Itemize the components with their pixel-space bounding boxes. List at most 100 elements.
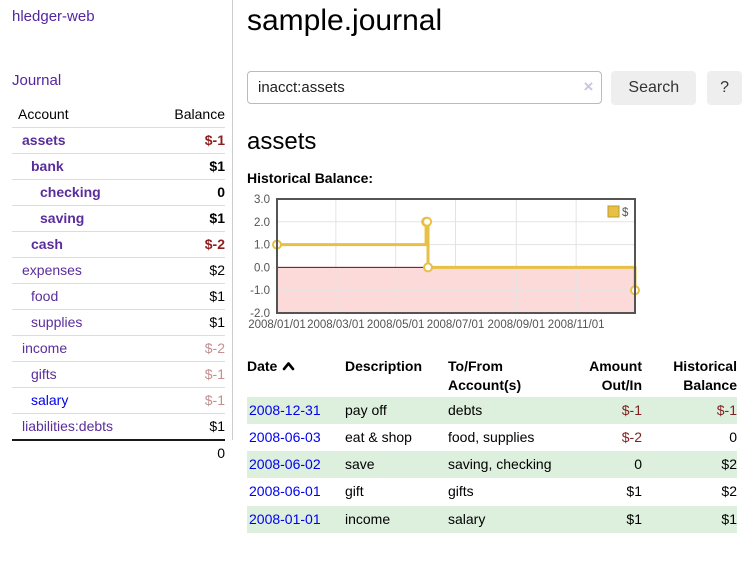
accounts-total-spacer: [12, 440, 149, 466]
sort-ascending-icon: [283, 362, 295, 371]
transaction-description: gift: [345, 483, 364, 500]
account-balance: $-1: [204, 392, 225, 408]
svg-text:2008/05/01: 2008/05/01: [367, 319, 425, 331]
account-link-cash[interactable]: cash: [31, 236, 63, 252]
chart-label: Historical Balance:: [247, 170, 374, 186]
help-button[interactable]: ?: [707, 71, 742, 105]
accounts-total-balance: 0: [217, 445, 225, 461]
register-header-amount: Amount Out/In: [589, 358, 642, 393]
svg-text:2.0: 2.0: [254, 217, 270, 229]
register-header-description: Description: [345, 358, 423, 374]
svg-text:2008/01/01: 2008/01/01: [248, 319, 306, 331]
register-table: Date Description To/From Account(s) Amou…: [247, 355, 737, 533]
account-row: food $1: [12, 283, 225, 310]
nav-journal-link[interactable]: Journal: [12, 72, 62, 89]
transaction-date-link[interactable]: 2008-06-03: [249, 428, 321, 445]
account-link-expenses[interactable]: expenses: [22, 262, 82, 278]
accounts-header-balance: Balance: [174, 106, 225, 122]
search-input[interactable]: [247, 71, 603, 104]
transaction-row: 2008-01-01 income salary $1 $1: [247, 505, 737, 533]
svg-text:1.0: 1.0: [254, 240, 270, 252]
transaction-amount: $1: [626, 510, 642, 527]
transaction-description: pay off: [345, 401, 387, 418]
transaction-row: 2008-06-01 gift gifts $1 $2: [247, 478, 737, 505]
app-brand-link[interactable]: hledger-web: [12, 8, 95, 25]
account-link-checking[interactable]: checking: [40, 184, 101, 200]
transaction-amount: $-1: [621, 401, 642, 418]
transaction-date-link[interactable]: 2008-01-01: [249, 510, 321, 527]
account-row: assets $-1: [12, 127, 225, 154]
account-link-salary[interactable]: salary: [31, 392, 69, 408]
account-balance: 0: [217, 184, 225, 200]
account-link-liabilities-debts[interactable]: liabilities:debts: [22, 418, 114, 434]
account-row: supplies $1: [12, 309, 225, 336]
search-box: ×: [247, 71, 603, 104]
register-header-date[interactable]: Date: [247, 355, 345, 397]
account-balance: $2: [209, 262, 225, 278]
transaction-balance: 0: [729, 428, 737, 445]
svg-text:-2.0: -2.0: [250, 308, 270, 320]
account-balance: $1: [209, 288, 225, 304]
transaction-balance: $2: [721, 483, 737, 500]
svg-text:2008/03/01: 2008/03/01: [307, 319, 365, 331]
svg-text:0.0: 0.0: [254, 262, 270, 274]
transaction-accounts: salary: [448, 510, 486, 527]
transaction-accounts: gifts: [448, 483, 474, 500]
transaction-row: 2008-06-02 save saving, checking 0 $2: [247, 451, 737, 479]
register-header-account: To/From Account(s): [448, 358, 522, 393]
register-header-balance: Historical Balance: [673, 358, 737, 393]
transaction-balance: $2: [721, 456, 737, 473]
accounts-header-row: Account Balance: [12, 102, 225, 128]
transaction-date-link[interactable]: 2008-06-02: [249, 456, 321, 473]
svg-text:2008/11/01: 2008/11/01: [548, 319, 605, 331]
account-row: salary $-1: [12, 387, 225, 414]
page-title: sample.journal: [247, 4, 443, 37]
account-row: expenses $2: [12, 257, 225, 284]
transaction-description: eat & shop: [345, 428, 412, 445]
account-link-gifts[interactable]: gifts: [31, 366, 57, 382]
account-balance: $1: [209, 158, 225, 174]
account-row: saving $1: [12, 205, 225, 232]
account-row: liabilities:debts $1: [12, 413, 225, 441]
transaction-accounts: saving, checking: [448, 456, 552, 473]
account-balance: $-1: [204, 132, 225, 148]
account-link-supplies[interactable]: supplies: [31, 314, 83, 330]
accounts-header-account: Account: [18, 106, 69, 122]
account-balance: $1: [209, 210, 225, 226]
account-link-saving[interactable]: saving: [40, 210, 85, 226]
account-link-bank[interactable]: bank: [31, 158, 64, 174]
svg-text:2008/09/01: 2008/09/01: [488, 319, 546, 331]
account-link-assets[interactable]: assets: [22, 132, 66, 148]
account-row: income $-2: [12, 335, 225, 362]
account-balance: $1: [209, 314, 225, 330]
transaction-description: income: [345, 510, 391, 527]
svg-text:$: $: [622, 207, 629, 219]
transaction-amount: 0: [634, 456, 642, 473]
svg-text:2008/07/01: 2008/07/01: [427, 319, 485, 331]
account-heading: assets: [247, 128, 317, 155]
transaction-accounts: food, supplies: [448, 428, 535, 445]
account-balance: $-1: [204, 366, 225, 382]
account-row: gifts $-1: [12, 361, 225, 388]
transaction-date-link[interactable]: 2008-06-01: [249, 483, 321, 500]
clear-search-icon[interactable]: ×: [583, 77, 594, 96]
account-link-income[interactable]: income: [22, 340, 68, 356]
account-balance: $-2: [204, 340, 225, 356]
transaction-accounts: debts: [448, 401, 483, 418]
account-row: bank $1: [12, 153, 225, 180]
search-button[interactable]: Search: [611, 71, 697, 105]
transaction-date-link[interactable]: 2008-12-31: [249, 401, 321, 418]
accounts-table: Account Balance assets $-1 bank $1 checking 0…: [12, 102, 225, 466]
account-row: cash $-2: [12, 231, 225, 258]
svg-text:3.0: 3.0: [254, 194, 270, 206]
transaction-description: save: [345, 456, 375, 473]
account-link-food[interactable]: food: [31, 288, 59, 304]
transaction-amount: $-2: [621, 428, 642, 445]
transaction-row: 2008-12-31 pay off debts $-1 $-1: [247, 396, 737, 424]
accounts-total-row: 0: [12, 440, 225, 466]
transaction-balance: $-1: [716, 401, 737, 418]
register-header-row: Date Description To/From Account(s) Amou…: [247, 355, 737, 397]
account-row: checking 0: [12, 179, 225, 206]
account-balance: $-2: [204, 236, 225, 252]
